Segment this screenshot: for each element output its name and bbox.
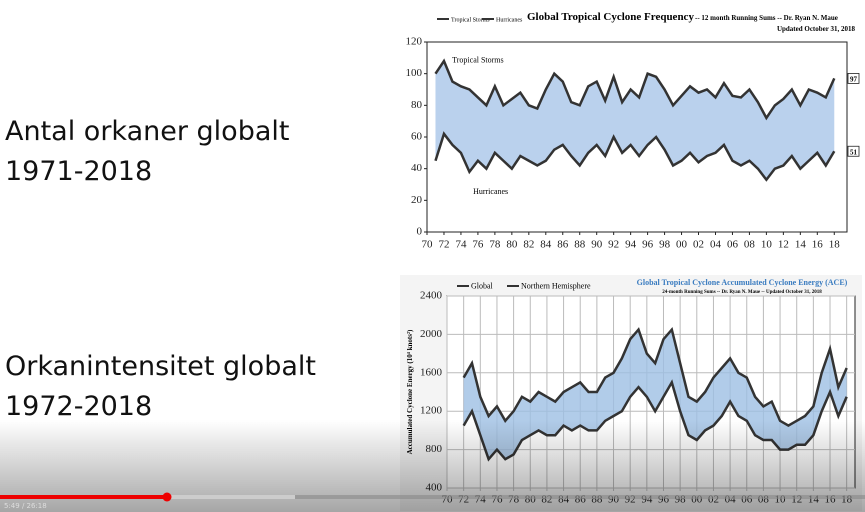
series-line	[434, 58, 836, 121]
series-line	[434, 131, 836, 182]
x-tick-label: 76	[472, 239, 484, 251]
series-annotation: Hurricanes	[473, 187, 508, 196]
x-tick-label: 86	[557, 239, 569, 251]
x-tick-label: 84	[540, 239, 552, 251]
y-tick-label: 0	[417, 226, 423, 238]
x-tick-label: 98	[659, 239, 671, 251]
x-tick-label: 14	[795, 239, 807, 251]
x-tick-label: 96	[642, 239, 654, 251]
slide-text: 1972-2018	[5, 391, 152, 422]
y-tick-label: 120	[406, 36, 423, 48]
slide-text: 1971-2018	[5, 156, 152, 187]
progress-handle[interactable]	[162, 492, 172, 502]
x-tick-label: 04	[710, 239, 722, 251]
y-tick-label: 1200	[420, 405, 443, 417]
series-annotation: Tropical Storms	[452, 56, 504, 65]
x-tick-label: 12	[778, 239, 789, 251]
end-label-box	[847, 73, 860, 84]
x-tick-label: 72	[438, 239, 449, 251]
range-fill	[435, 61, 835, 180]
x-tick-label: 06	[727, 239, 739, 251]
x-tick-label: 74	[455, 239, 467, 251]
progress-track[interactable]	[0, 495, 865, 499]
x-tick-label: 90	[591, 239, 603, 251]
slide-text: Antal orkaner globalt	[5, 116, 289, 147]
end-label: 51	[850, 148, 858, 156]
x-tick-label: 88	[574, 239, 586, 251]
y-tick-label: 1600	[420, 366, 443, 378]
y-tick-label: 100	[406, 67, 423, 79]
x-tick-label: 10	[761, 239, 773, 251]
chart-subtitle: -- 12 month Running Sums -- Dr. Ryan N. …	[695, 14, 838, 22]
x-tick-label: 02	[693, 239, 704, 251]
y-tick-label: 40	[411, 162, 423, 174]
progress-played	[0, 495, 167, 499]
legend-label: Northern Hemisphere	[521, 282, 591, 291]
y-tick-label: 2000	[420, 328, 443, 340]
legend-label: Hurricanes	[496, 18, 523, 24]
legend-label: Global	[471, 282, 494, 291]
x-tick-label: 92	[608, 239, 619, 251]
y-tick-label: 20	[411, 194, 423, 206]
chart-title: Global Tropical Cyclone Accumulated Cycl…	[637, 278, 848, 287]
legend-label: Tropical Storms	[451, 18, 490, 24]
x-tick-label: 00	[676, 239, 688, 251]
slide-text: Orkanintensitet globalt	[5, 351, 316, 382]
end-label-box	[847, 145, 860, 157]
chart-note: Updated October 31, 2018	[777, 25, 856, 33]
x-tick-label: 94	[625, 239, 637, 251]
chart-subtitle: 24-month Running Sums -- Dr. Ryan N. Mau…	[662, 290, 822, 295]
x-tick-label: 70	[422, 239, 434, 251]
x-tick-label: 78	[489, 239, 501, 251]
end-label: 97	[850, 75, 858, 83]
y-tick-label: 2400	[420, 290, 443, 302]
x-tick-label: 18	[829, 239, 841, 251]
y-axis-label: Accumulated Cyclone Energy (10⁴ knots²)	[406, 329, 414, 454]
chart-title: Global Tropical Cyclone Frequency	[527, 11, 694, 23]
x-tick-label: 16	[812, 239, 824, 251]
x-tick-label: 80	[506, 239, 518, 251]
x-tick-label: 82	[523, 239, 534, 251]
y-tick-label: 60	[411, 131, 423, 143]
y-tick-label: 80	[411, 99, 423, 111]
x-tick-label: 08	[744, 239, 756, 251]
player-time: 5:49 / 26:18	[4, 502, 47, 510]
